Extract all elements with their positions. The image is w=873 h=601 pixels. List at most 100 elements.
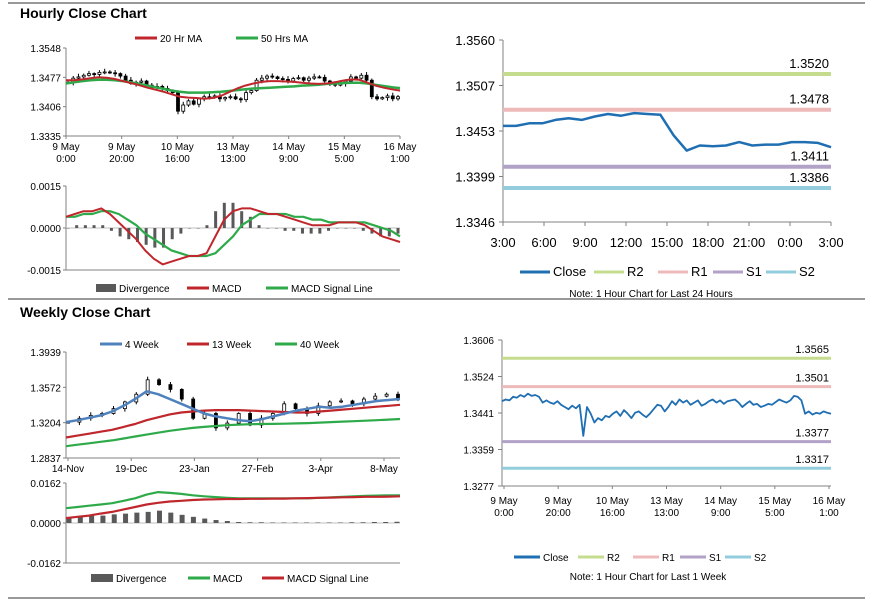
weekly-levels-legend-label: R1 [662,553,675,564]
hourly-levels-s2-label: 1.3386 [789,170,829,185]
weekly-macd-divergence-bar [157,511,162,523]
hourly-macd-divergence-bar [223,203,226,228]
weekly-levels-legend-label: S1 [709,553,722,564]
weekly-levels-x-tick-label: 20:00 [546,508,571,519]
hourly-macd-divergence-bar [197,228,200,229]
hourly-price-candle-body [302,78,305,80]
hourly-macd-y-tick-label: 0.0015 [30,182,61,193]
weekly-macd-divergence-bar [349,522,354,523]
weekly-price-x-tick-label: 19-Dec [115,464,147,475]
weekly-levels-x-tick-label: 1:00 [819,508,839,519]
hourly-macd-divergence-bar [318,228,321,234]
weekly-levels-s1-label: 1.3377 [795,428,829,440]
weekly-price-legend-label: 13 Week [212,340,252,351]
weekly-levels-legend-label: Close [543,553,569,564]
weekly-levels-x-tick-label: 10 May [596,496,629,507]
weekly-levels-y-tick-label: 1.3524 [463,373,494,384]
hourly-levels-s1-label: 1.3411 [790,149,829,164]
weekly-price-candle-body [385,394,388,396]
hourly-price-x-tick-label: 9 May [52,142,79,153]
hourly-price-candle-body [271,76,274,77]
hourly-macd-divergence-bar [327,228,330,231]
hourly-price-candle-body [381,98,384,99]
weekly-macd-divergence-bar [89,516,94,523]
hourly-price-x-tick-label: 14 May [272,142,305,153]
hourly-price-candle-body [281,79,284,80]
hourly-price-candle-body [192,101,195,104]
weekly-price-chart: 4 Week 13 Week 40 Week 1.3939 1.3572 1.3204 1.… [30,340,400,475]
hourly-macd-divergence-bar [171,228,174,239]
hourly-macd-divergence-bar [67,228,70,229]
weekly-macd-divergence-bar [259,522,264,523]
weekly-price-candle-body [158,380,161,385]
weekly-section-title: Weekly Close Chart [20,304,151,320]
weekly-levels-x-tick-label: 13:00 [654,508,679,519]
weekly-price-x-tick-label: 8-May [370,464,398,475]
weekly-macd-divergence-bar [225,521,230,523]
hourly-price-candle-body [360,75,363,78]
weekly-price-legend-label: 4 Week [125,340,160,351]
weekly-macd-divergence-bar [327,523,332,524]
hourly-levels-y-tick-label: 1.3399 [455,170,495,185]
weekly-levels-y-tick-label: 1.3359 [463,446,494,457]
hourly-price-candle-body [245,93,248,100]
hourly-price-candle-body [119,74,122,76]
hourly-levels-x-tick-label: 6:00 [531,235,556,250]
hourly-price-candle-body [397,97,400,99]
hourly-price-candle-body [297,78,300,79]
hourly-levels-y-tick-label: 1.3507 [455,79,495,94]
weekly-levels-note: Note: 1 Hour Chart for Last 1 Week [570,572,728,583]
hourly-levels-x-tick-label: 3:00 [818,235,843,250]
hourly-macd-divergence-bar [153,228,156,248]
weekly-macd-divergence-bar [146,512,151,523]
weekly-macd-divergence-bar [236,522,241,523]
hourly-price-candle-body [266,76,269,78]
hourly-price-candle-body [234,97,237,99]
hourly-price-candle-body [108,72,111,73]
weekly-levels-x-tick-label: 15 May [758,496,791,507]
weekly-macd-y-tick-label: -0.0162 [27,559,61,570]
hourly-macd-divergence-bar [353,228,356,229]
weekly-levels-chart: 1.36061.35241.34411.33591.32771.35651.35… [463,336,845,583]
hourly-macd-divergence-bar [232,203,235,228]
hourly-macd-divergence-bar [292,228,295,231]
weekly-macd-divergence-bar [112,514,117,523]
hourly-price-candle-body [307,78,310,80]
weekly-macd-divergence-bar [281,523,286,524]
hourly-levels-y-tick-label: 1.3453 [455,124,495,139]
weekly-levels-x-tick-label: 16:00 [600,508,625,519]
hourly-levels-x-tick-label: 3:00 [490,235,515,250]
hourly-macd-divergence-bar [336,228,339,229]
weekly-price-x-tick-label: 3-Apr [309,464,334,475]
hourly-price-candle-body [391,96,394,99]
hourly-price-candle-body [318,77,321,78]
weekly-levels-r1-label: 1.3501 [795,373,829,385]
hourly-levels-x-tick-label: 18:00 [692,235,725,250]
hourly-macd-divergence-bar [258,225,261,228]
weekly-price-candle-body [294,404,297,409]
weekly-macd-divergence-bar [395,522,400,523]
hourly-macd-y-tick-label: -0.0015 [27,266,61,277]
fx-chart-dashboard: Hourly Close Chart Weekly Close Chart 20… [0,0,873,601]
hourly-price-x-tick-label: 20:00 [109,154,134,165]
hourly-price-x-tick-label: 13:00 [220,154,245,165]
hourly-macd-divergence-bar [179,228,182,234]
hourly-price-candle-body [313,77,316,78]
weekly-price-40wk-line [66,419,400,446]
hourly-levels-chart: 1.3560 1.3507 1.3453 1.3399 1.3346 1.3520 1.34… [455,33,843,300]
hourly-levels-y-tick-label: 1.3346 [455,215,495,230]
hourly-price-chart: 20 Hr MA 50 Hrs MA 1.3548 1.3477 1.3406 1.333… [30,34,416,165]
hourly-macd-divergence-bar [266,228,269,229]
weekly-macd-divergence-bar [270,523,275,524]
weekly-macd-legend-swatch [91,574,113,582]
hourly-macd-divergence-bar [310,228,313,234]
weekly-macd-divergence-bar [372,522,377,523]
hourly-price-candle-body [140,81,143,82]
weekly-price-y-tick-label: 1.3572 [30,383,61,394]
weekly-macd-legend-label: Divergence [116,574,167,585]
hourly-price-x-tick-label: 16 May [384,142,417,153]
weekly-macd-divergence-bar [304,523,309,524]
hourly-macd-divergence-bar [275,228,278,229]
weekly-price-x-tick-label: 23-Jan [179,464,210,475]
weekly-price-candle-body [340,401,343,402]
